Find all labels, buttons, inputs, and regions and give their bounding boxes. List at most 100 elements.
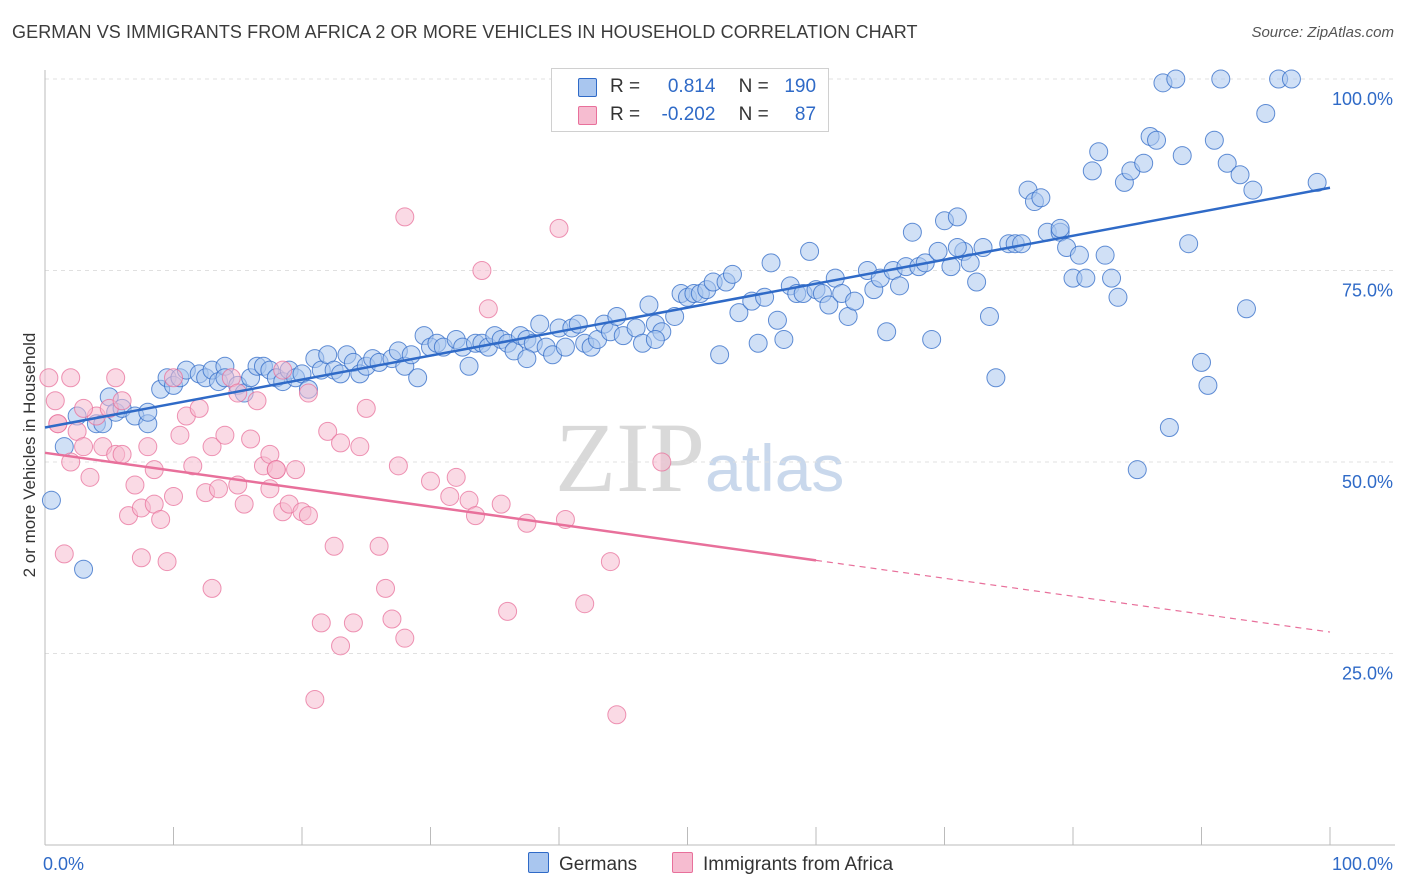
africa-point: [106, 368, 126, 388]
german-point: [947, 207, 967, 227]
africa-point: [331, 636, 351, 656]
africa-point: [440, 486, 460, 506]
german-point: [1089, 142, 1109, 162]
africa-point: [549, 218, 569, 238]
africa-point: [388, 456, 408, 476]
africa-point: [298, 506, 318, 526]
german-point: [1108, 287, 1128, 307]
german-point: [555, 337, 575, 357]
legend-swatch-blue: [578, 77, 597, 97]
africa-point: [305, 689, 325, 709]
africa-point: [298, 383, 318, 403]
legend-n-label: N =: [738, 104, 769, 125]
africa-point: [183, 456, 203, 476]
y-tick-label: 75.0%: [1342, 281, 1393, 301]
x-tick-label: 0.0%: [43, 854, 84, 874]
africa-point: [208, 479, 228, 499]
legend-n-label: N =: [738, 76, 769, 97]
africa-point: [369, 536, 389, 556]
german-point: [1281, 69, 1301, 89]
german-point: [986, 368, 1006, 388]
german-point: [459, 356, 479, 376]
chart-title: GERMAN VS IMMIGRANTS FROM AFRICA 2 OR MO…: [12, 22, 918, 42]
german-point: [1076, 268, 1096, 288]
german-point: [1095, 245, 1115, 265]
german-point: [1127, 460, 1147, 480]
africa-trend-extension: [815, 559, 1331, 633]
africa-point: [421, 471, 440, 491]
legend-r-label: R =: [610, 76, 641, 97]
africa-trend-line: [44, 451, 817, 562]
africa-point: [157, 552, 177, 572]
german-point: [748, 333, 768, 353]
watermark: ZIPatlas: [555, 400, 844, 515]
german-point: [1198, 375, 1218, 395]
german-point: [1204, 130, 1224, 150]
legend-r-label: R =: [610, 104, 641, 125]
german-point: [1217, 153, 1237, 173]
legend-n-value: 87: [794, 104, 817, 125]
german-point: [1236, 299, 1256, 319]
german-point: [979, 306, 999, 326]
german-point: [1211, 69, 1231, 89]
german-point: [767, 310, 787, 330]
bottom-legend-germans: Germans: [528, 852, 637, 876]
africa-point: [164, 486, 183, 506]
africa-point: [138, 437, 158, 457]
africa-point: [350, 437, 370, 457]
y-tick-label: 25.0%: [1342, 664, 1393, 684]
africa-point: [311, 613, 331, 633]
africa-point: [395, 207, 415, 227]
africa-point: [465, 506, 485, 526]
africa-point: [517, 513, 537, 533]
german-point: [722, 264, 742, 284]
africa-point: [74, 398, 94, 418]
german-point: [1050, 218, 1070, 238]
german-point: [761, 253, 781, 273]
german-point: [74, 559, 94, 579]
bottom-legend-africa: Immigrants from Africa: [672, 852, 893, 876]
africa-point: [324, 536, 344, 556]
africa-point: [164, 368, 183, 388]
africa-point: [61, 368, 81, 388]
africa-point: [241, 429, 261, 449]
german-point: [1256, 103, 1276, 123]
german-point: [1159, 418, 1179, 438]
africa-point: [234, 494, 254, 514]
africa-point: [331, 433, 351, 453]
africa-point: [395, 628, 415, 648]
legend-n-value: 190: [784, 76, 817, 97]
german-point: [967, 272, 987, 292]
german-point: [1082, 161, 1102, 181]
africa-point: [343, 613, 363, 633]
german-point: [845, 291, 865, 311]
german-point: [1192, 352, 1211, 372]
africa-point: [472, 261, 492, 280]
africa-point: [151, 509, 171, 529]
german-point: [902, 222, 922, 242]
german-point: [877, 322, 897, 342]
x-tick-label: 100.0%: [1332, 854, 1393, 874]
africa-point: [491, 494, 511, 514]
africa-point: [247, 391, 267, 411]
africa-point: [286, 460, 306, 480]
africa-point: [170, 425, 190, 445]
africa-point: [112, 391, 132, 411]
german-point: [645, 329, 665, 349]
german-point: [41, 490, 61, 510]
africa-point: [266, 460, 286, 480]
legend-swatch-pink: [578, 105, 597, 125]
africa-point: [575, 594, 595, 614]
german-point: [922, 329, 942, 349]
german-point: [639, 295, 659, 315]
legend-r-value: -0.202: [661, 104, 716, 125]
africa-point: [376, 578, 396, 598]
africa-point: [131, 548, 151, 568]
africa-point: [446, 467, 466, 487]
german-point: [890, 276, 910, 296]
german-point: [1243, 180, 1263, 200]
africa-point: [112, 444, 132, 464]
german-point: [1069, 245, 1089, 265]
german-point: [408, 368, 428, 388]
